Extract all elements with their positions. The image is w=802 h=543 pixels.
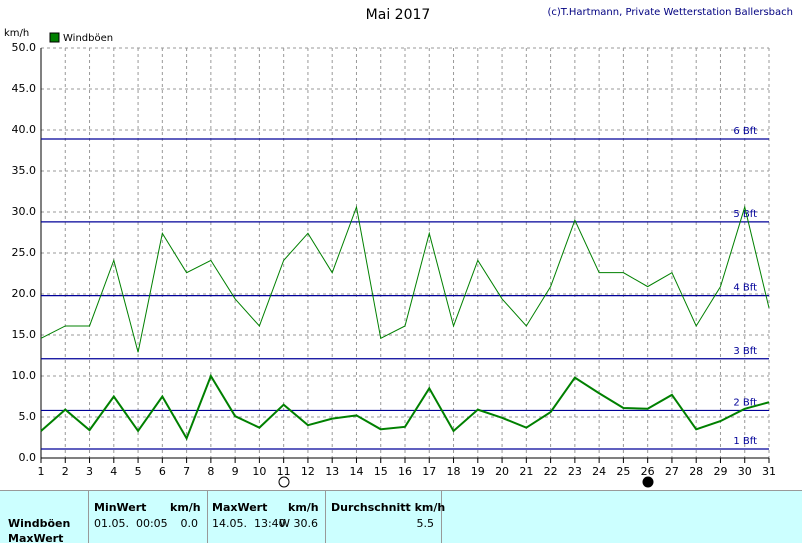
- header: MaxWert: [212, 501, 268, 514]
- x-tick-label: 13: [325, 465, 339, 478]
- bft-label: 3 Bft: [733, 346, 757, 357]
- summary-table: MinWert km/h MaxWert km/h Durchschnitt k…: [0, 490, 802, 543]
- bft-label: 2 Bft: [733, 397, 757, 408]
- y-tick-label: 25.0: [12, 246, 37, 259]
- x-tick-label: 19: [471, 465, 485, 478]
- header: km/h: [288, 501, 319, 514]
- x-tick-label: 11: [277, 465, 291, 478]
- x-tick-label: 5: [135, 465, 142, 478]
- series-line: [40, 373, 770, 441]
- credit: (c)T.Hartmann, Private Wetterstation Bal…: [547, 7, 793, 18]
- y-tick-label: 35.0: [12, 164, 37, 177]
- x-tick-label: 10: [252, 465, 266, 478]
- x-tick-label: 16: [398, 465, 412, 478]
- x-tick-label: 12: [301, 465, 315, 478]
- x-tick-label: 23: [568, 465, 582, 478]
- separator: [207, 491, 208, 543]
- y-tick-label: 15.0: [12, 328, 37, 341]
- x-tick-label: 2: [62, 465, 69, 478]
- row-label: Windböen: [8, 517, 71, 530]
- new-moon: [642, 476, 654, 488]
- y-tick-label: 0.0: [19, 451, 37, 464]
- x-tick-label: 14: [349, 465, 363, 478]
- cell: 01.05. 00:05: [94, 517, 168, 530]
- x-tick-label: 3: [86, 465, 93, 478]
- y-tick-label: 45.0: [12, 82, 37, 95]
- x-tick-label: 18: [447, 465, 461, 478]
- y-tick-label: 30.0: [12, 205, 37, 218]
- full-moon: [278, 476, 290, 488]
- series-line: [40, 205, 770, 353]
- x-tick-label: 20: [495, 465, 509, 478]
- cell: 14.05. 13:40: [212, 517, 286, 530]
- bft-label: 6 Bft: [733, 126, 757, 137]
- cell: 5.5: [416, 517, 435, 530]
- legend-swatch: [49, 32, 60, 43]
- legend-label: Windböen: [63, 33, 113, 44]
- cell: 0.0: [180, 517, 199, 530]
- separator: [88, 491, 89, 543]
- y-tick-label: 5.0: [19, 410, 37, 423]
- x-tick-label: 27: [665, 465, 679, 478]
- bft-label: 5 Bft: [733, 209, 757, 220]
- header: MinWert: [94, 501, 147, 514]
- chart: Mai 2017 (c)T.Hartmann, Private Wetterst…: [4, 7, 793, 488]
- x-tick-label: 30: [738, 465, 752, 478]
- y-axis-label: km/h: [4, 28, 29, 39]
- x-tick-label: 9: [232, 465, 239, 478]
- x-tick-label: 1: [38, 465, 45, 478]
- bft-label: 4 Bft: [733, 283, 757, 294]
- x-tick-label: 29: [713, 465, 727, 478]
- x-tick-label: 26: [641, 465, 655, 478]
- x-tick-label: 8: [207, 465, 214, 478]
- header: Durchschnitt km/h: [331, 501, 446, 514]
- x-tick-label: 15: [374, 465, 388, 478]
- x-tick-label: 4: [110, 465, 117, 478]
- bft-label: 1 Bft: [733, 436, 757, 447]
- x-tick-label: 7: [183, 465, 190, 478]
- x-tick-label: 28: [689, 465, 703, 478]
- header: km/h: [170, 501, 201, 514]
- separator: [441, 491, 442, 543]
- y-tick-label: 40.0: [12, 123, 37, 136]
- x-tick-label: 24: [592, 465, 606, 478]
- y-tick-label: 50.0: [12, 41, 37, 54]
- x-tick-label: 31: [762, 465, 776, 478]
- x-tick-label: 22: [544, 465, 558, 478]
- row-label: MaxWert: [8, 532, 64, 543]
- x-tick-label: 6: [159, 465, 166, 478]
- x-tick-label: 21: [519, 465, 533, 478]
- chart-title: Mai 2017: [366, 7, 431, 23]
- separator: [325, 491, 326, 543]
- x-tick-label: 17: [422, 465, 436, 478]
- cell: W 30.6: [279, 517, 318, 530]
- y-tick-label: 20.0: [12, 287, 37, 300]
- x-tick-label: 25: [616, 465, 630, 478]
- y-tick-label: 10.0: [12, 369, 37, 382]
